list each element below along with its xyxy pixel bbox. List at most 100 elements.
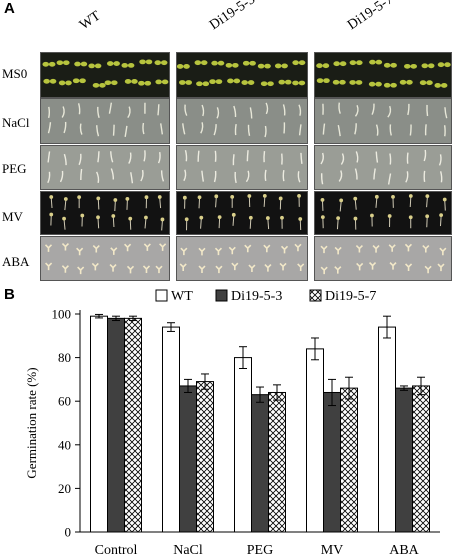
bar-di19-5-7-peg: [268, 391, 286, 533]
seedling: [405, 171, 409, 183]
seedling: [96, 215, 100, 229]
seedling: [157, 195, 162, 209]
seedling: [353, 196, 358, 210]
seedling: [56, 60, 70, 66]
seedling: [63, 153, 67, 166]
row-label-nacl: NaCl: [2, 115, 30, 130]
seedling: [257, 63, 271, 69]
seedling: [404, 63, 418, 69]
seedling: [264, 125, 267, 138]
bar-di19-5-3-control: [107, 317, 125, 533]
seedling: [184, 104, 188, 116]
seedling: [391, 194, 395, 208]
seedling: [74, 61, 88, 67]
y-tick-label: 0: [65, 525, 72, 540]
seedling: [182, 123, 186, 135]
seedling: [419, 80, 433, 86]
seedling: [97, 151, 100, 163]
seedling: [387, 173, 392, 185]
seedling-photo-grid: WT Di19-5-3 Di19-5-7 MS0 NaCl PEG MV ABA: [2, 0, 452, 281]
seedling-photo-ms0-wt: [40, 52, 170, 98]
y-tick-label: 100: [52, 307, 72, 322]
bar-di19-5-3-peg: [251, 394, 269, 533]
seedling: [334, 266, 342, 274]
legend-label-wt: WT: [171, 289, 193, 304]
seedling: [160, 123, 164, 135]
legend-swatch-di19-5-3: [215, 289, 228, 302]
seedling: [297, 171, 301, 183]
seedling: [201, 104, 205, 117]
seedling: [322, 123, 326, 135]
seedling: [354, 168, 358, 180]
seedling-photo-aba-wt: [40, 236, 170, 281]
seedling: [130, 172, 134, 184]
seedling: [368, 81, 382, 87]
seedling: [242, 60, 256, 66]
seedling: [320, 173, 324, 185]
seedling: [157, 151, 161, 164]
seedling: [106, 61, 120, 66]
seedling: [230, 194, 235, 208]
seedling: [124, 243, 132, 252]
seedling: [280, 215, 284, 229]
seedling: [424, 265, 432, 274]
seedling: [88, 63, 102, 69]
chart-labels: 0 20 40 60 80 100 Germination rate (%) Control N…: [24, 307, 420, 559]
seedling-photo-ms0-di19-5-3: [176, 52, 308, 98]
seedling: [139, 59, 153, 65]
seedling: [297, 263, 305, 271]
bar-wt-control: [90, 315, 108, 533]
seedling: [121, 63, 135, 68]
seedling: [246, 150, 249, 162]
seedling: [232, 154, 235, 166]
seedling: [179, 263, 187, 271]
seedling: [383, 62, 397, 68]
seedling: [421, 63, 435, 69]
seedling: [349, 60, 363, 66]
seedling: [437, 263, 445, 272]
y-tick-label: 20: [58, 481, 71, 496]
seedling: [44, 244, 53, 252]
seedling: [160, 170, 165, 182]
seedling: [316, 78, 330, 84]
seedling: [217, 215, 222, 229]
seedling: [59, 170, 64, 183]
seedling: [157, 104, 160, 116]
seedling: [340, 153, 345, 165]
seedling: [77, 195, 82, 209]
seedling: [264, 169, 267, 182]
seedling-photo-mv-di19-5-3: [176, 191, 308, 235]
bar-wt-nacl: [162, 326, 180, 533]
seedling: [320, 215, 325, 229]
seedling: [126, 265, 135, 274]
seedling: [407, 103, 410, 116]
seedling: [320, 245, 328, 254]
seedling: [355, 244, 363, 253]
seedling: [63, 197, 68, 211]
seedling: [58, 80, 72, 86]
seedling: [62, 216, 66, 230]
seedling-photo-peg-wt: [40, 145, 170, 190]
seedling: [349, 80, 363, 85]
seedling: [338, 102, 341, 114]
seedling: [437, 62, 451, 68]
seedling: [61, 106, 65, 118]
seedling: [61, 265, 69, 273]
seedling: [389, 262, 397, 270]
seedling: [78, 153, 82, 166]
seedling: [144, 215, 148, 229]
x-tick-label-control: Control: [95, 543, 138, 558]
seedling: [214, 247, 223, 256]
seedling: [109, 264, 117, 272]
seedling: [143, 243, 151, 251]
seedling: [231, 262, 239, 271]
seedling: [442, 197, 447, 211]
seedling: [104, 80, 118, 86]
seedling: [338, 170, 343, 182]
seedling: [97, 106, 100, 119]
seedling: [439, 171, 443, 183]
seedling: [375, 151, 379, 163]
bar-di19-5-7-nacl: [196, 381, 214, 533]
seedling: [260, 81, 274, 87]
column-label-di19-5-3: Di19-5-3: [207, 0, 258, 34]
